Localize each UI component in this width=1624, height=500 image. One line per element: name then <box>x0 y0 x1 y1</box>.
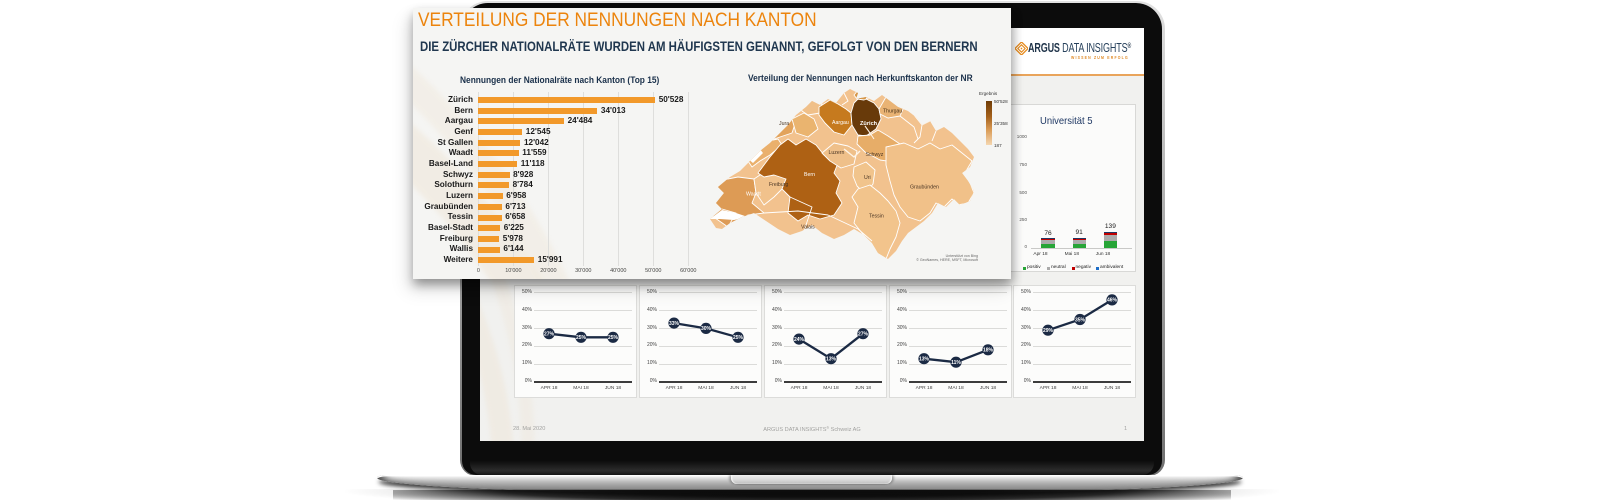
svg-text:46%: 46% <box>1107 297 1118 303</box>
svg-text:13%: 13% <box>919 356 930 362</box>
svg-text:Tessin: Tessin <box>869 214 884 220</box>
svg-text:29%: 29% <box>1043 328 1054 334</box>
svg-text:Jura: Jura <box>779 121 789 127</box>
svg-text:Aargau: Aargau <box>832 120 849 126</box>
svg-text:24%: 24% <box>794 336 805 342</box>
svg-text:30%: 30% <box>701 326 712 332</box>
svg-text:Valais: Valais <box>801 225 815 231</box>
svg-text:25%: 25% <box>733 335 744 341</box>
svg-text:Thurgau: Thurgau <box>883 109 902 115</box>
svg-text:27%: 27% <box>858 331 869 337</box>
svg-text:25%: 25% <box>608 335 619 341</box>
svg-text:33%: 33% <box>669 320 680 326</box>
svg-text:Zürich: Zürich <box>860 121 878 127</box>
svg-text:11%: 11% <box>951 360 961 366</box>
svg-text:Freiburg: Freiburg <box>769 182 788 188</box>
svg-text:Schwyz: Schwyz <box>866 152 884 158</box>
svg-text:Luzern: Luzern <box>829 150 845 156</box>
svg-text:Bern: Bern <box>804 172 815 178</box>
svg-text:35%: 35% <box>1075 317 1086 323</box>
svg-text:25%: 25% <box>576 335 587 341</box>
svg-text:27%: 27% <box>544 331 555 337</box>
svg-text:13%: 13% <box>826 356 837 362</box>
svg-text:Waadt: Waadt <box>746 192 761 198</box>
svg-text:18%: 18% <box>983 347 994 353</box>
svg-text:Uri: Uri <box>864 175 871 181</box>
svg-text:Graubünden: Graubünden <box>910 185 939 191</box>
